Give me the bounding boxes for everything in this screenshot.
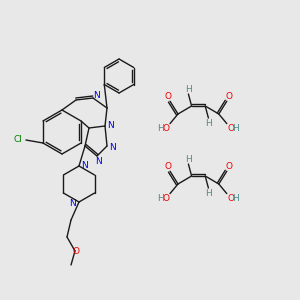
Text: O: O: [225, 92, 232, 101]
Text: H: H: [232, 194, 239, 203]
Text: N: N: [94, 91, 100, 100]
Text: H: H: [205, 118, 212, 127]
Text: O: O: [225, 162, 232, 171]
Text: H: H: [157, 194, 164, 203]
Text: N: N: [109, 143, 116, 152]
Text: O: O: [163, 194, 170, 203]
Text: H: H: [185, 154, 192, 164]
Text: O: O: [227, 124, 234, 133]
Text: O: O: [164, 92, 172, 101]
Text: H: H: [185, 85, 192, 94]
Text: H: H: [232, 124, 239, 133]
Text: O: O: [73, 247, 80, 256]
Text: N: N: [81, 160, 87, 169]
Text: N: N: [94, 157, 101, 166]
Text: O: O: [227, 194, 234, 203]
Text: H: H: [157, 124, 164, 133]
Text: Cl: Cl: [14, 136, 22, 145]
Text: N: N: [106, 121, 113, 130]
Text: N: N: [70, 199, 76, 208]
Text: O: O: [164, 162, 172, 171]
Text: H: H: [205, 188, 212, 197]
Text: O: O: [163, 124, 170, 133]
